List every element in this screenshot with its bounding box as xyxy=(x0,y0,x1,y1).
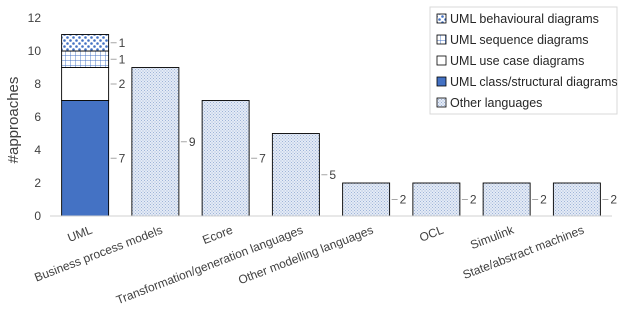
y-tick-label: 10 xyxy=(28,44,42,58)
legend-label-usecase: UML use case diagrams xyxy=(450,54,584,68)
y-tick-label: 2 xyxy=(34,176,41,190)
data-label: 2 xyxy=(119,77,126,91)
x-tick-label: Ecore xyxy=(200,223,235,247)
x-tick-label: UML xyxy=(66,223,95,245)
y-axis: 0 2 4 6 8 10 12 xyxy=(28,11,42,223)
y-tick-label: 4 xyxy=(34,143,41,157)
legend-label-behavioural: UML behavioural diagrams xyxy=(450,12,599,26)
bar-segment-usecase xyxy=(61,67,110,101)
y-axis-label: #approaches xyxy=(5,77,22,164)
data-label: 7 xyxy=(259,151,266,165)
x-tick-label: Business process models xyxy=(32,223,164,285)
legend-swatch-usecase xyxy=(436,55,447,66)
x-tick-label: Simulink xyxy=(468,222,516,252)
legend-swatch-behavioural xyxy=(436,13,447,24)
legend-swatch-class xyxy=(436,76,447,87)
legend-label-class: UML class/structural diagrams xyxy=(450,75,618,89)
bar-segment-other xyxy=(271,133,320,217)
bar-segment-class xyxy=(61,100,110,217)
y-tick-label: 6 xyxy=(34,110,41,124)
data-label: 7 xyxy=(119,151,126,165)
data-label: 1 xyxy=(119,52,126,66)
bar-segment-other xyxy=(342,182,391,217)
data-label: 9 xyxy=(189,135,196,149)
bar-segment-other xyxy=(412,182,461,217)
data-label: 5 xyxy=(329,168,336,182)
legend-swatch-sequence xyxy=(436,34,447,45)
legend: UML behavioural diagrams UML sequence dia… xyxy=(429,6,618,115)
bar-segment-behavioural xyxy=(61,34,110,52)
data-label: 2 xyxy=(470,193,477,207)
bar-segment-other xyxy=(131,67,180,217)
legend-swatch-other xyxy=(436,97,447,108)
legend-box xyxy=(429,6,618,115)
data-label: 1 xyxy=(119,36,126,50)
bar-segment-sequence xyxy=(61,50,110,68)
data-label: 2 xyxy=(540,193,547,207)
x-tick-label: Other modelling languages xyxy=(236,223,375,287)
x-tick-label: OCL xyxy=(417,223,445,245)
legend-label-other: Other languages xyxy=(450,96,542,110)
bar-segment-other xyxy=(482,182,531,217)
data-label: 2 xyxy=(400,193,407,207)
bar-segment-other xyxy=(552,182,601,217)
bar-segment-other xyxy=(201,100,250,217)
x-tick-label: State/abstract machines xyxy=(461,223,586,282)
legend-label-sequence: UML sequence diagrams xyxy=(450,33,589,47)
bars xyxy=(61,34,601,217)
y-tick-label: 8 xyxy=(34,77,41,91)
data-label: 2 xyxy=(610,193,617,207)
y-tick-label: 12 xyxy=(28,11,42,25)
y-tick-label: 0 xyxy=(34,209,41,223)
